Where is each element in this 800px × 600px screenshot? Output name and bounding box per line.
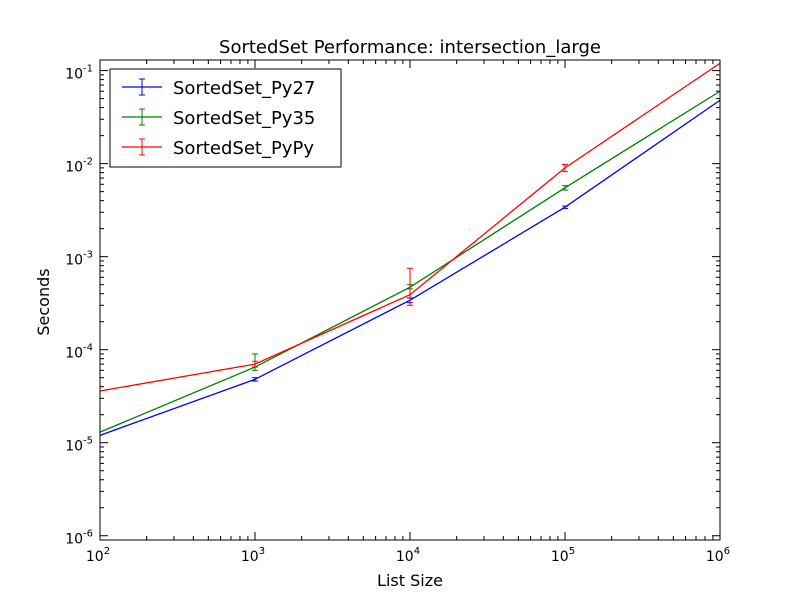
plot-frame xyxy=(99,59,721,541)
y-axis-label: Seconds xyxy=(34,268,53,335)
legend-label: SortedSet_PyPy xyxy=(173,138,314,159)
x-axis-label: List Size xyxy=(377,571,443,590)
legend-box xyxy=(109,68,342,168)
legend-label: SortedSet_Py27 xyxy=(173,78,315,99)
legend-label: SortedSet_Py35 xyxy=(173,108,315,129)
chart-title: SortedSet Performance: intersection_larg… xyxy=(219,37,601,58)
legend: SortedSet_Py27 SortedSet_Py35 SortedSet_Py… xyxy=(109,68,342,168)
